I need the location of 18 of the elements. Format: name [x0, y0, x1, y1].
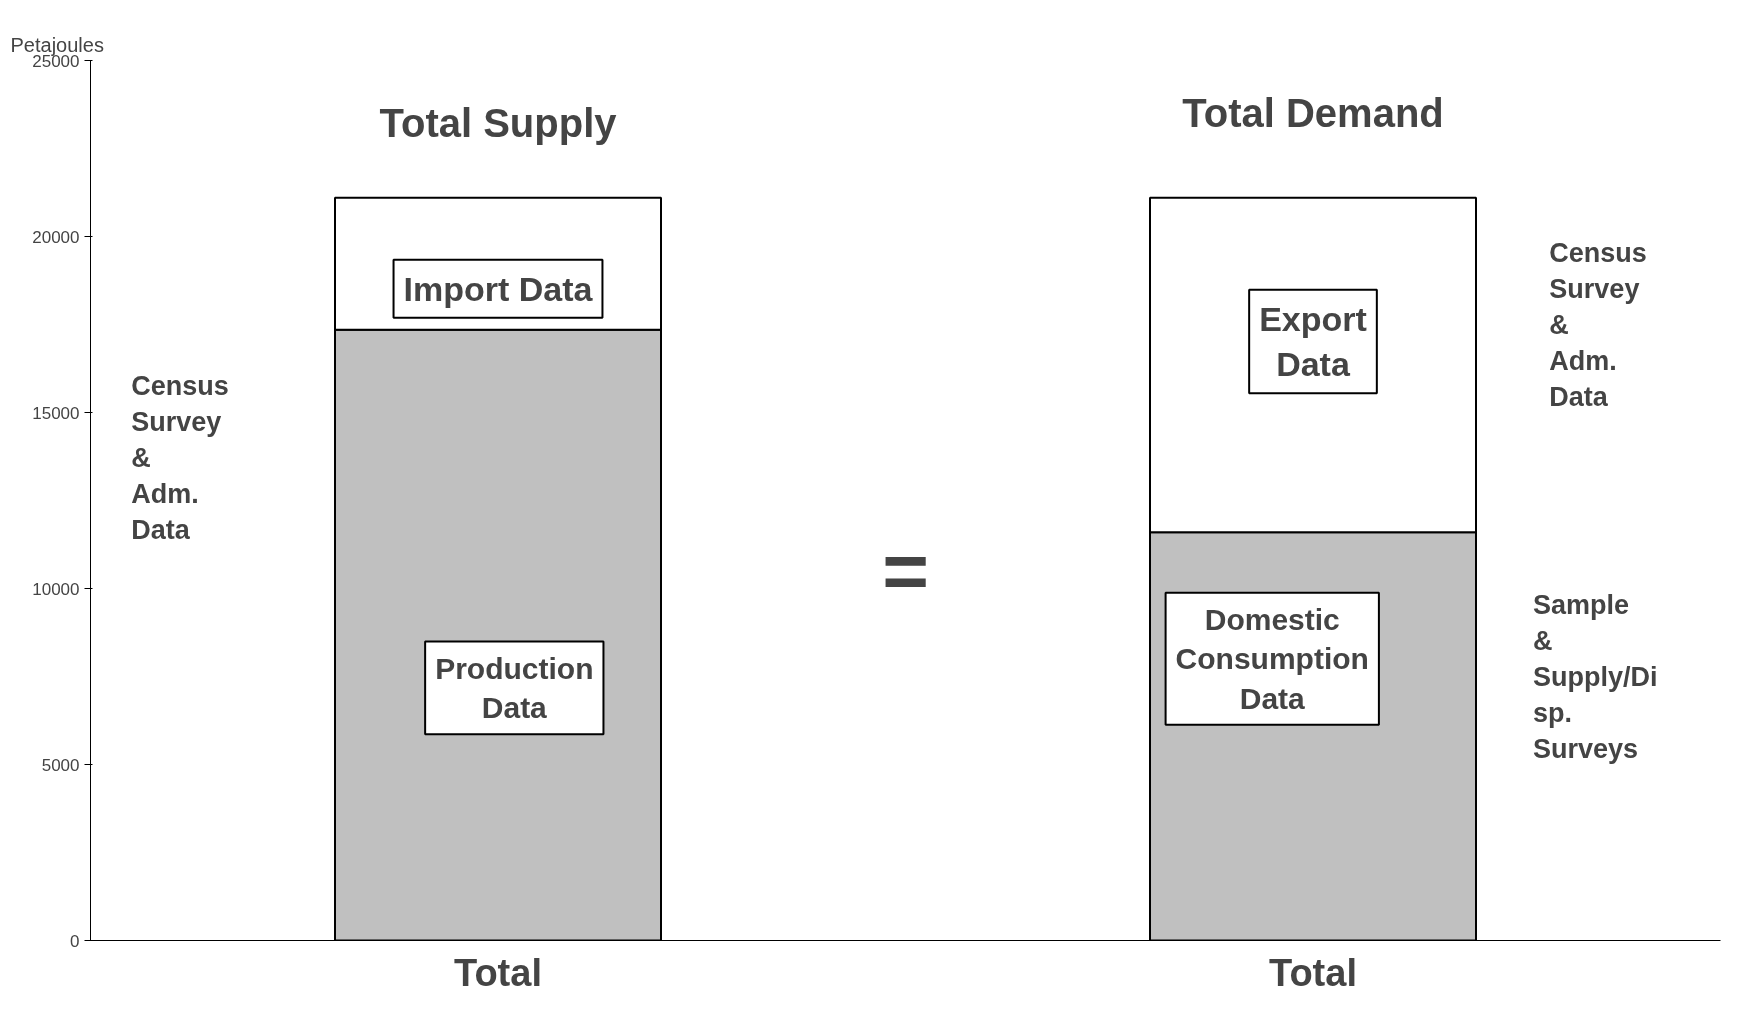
- annotation: Production Data: [435, 651, 594, 725]
- annotation: Total Demand: [1182, 90, 1444, 135]
- y-tick-label: 20000: [32, 227, 80, 247]
- annotation: Export Data: [1259, 299, 1367, 384]
- y-tick-label: 0: [70, 931, 80, 951]
- y-axis-title: Petajoules: [10, 33, 104, 56]
- annotation: Import Data: [403, 269, 594, 308]
- x-tick-label: Total: [454, 951, 542, 994]
- annotation: Census Survey & Adm. Data: [1549, 237, 1647, 412]
- annotation: Total Supply: [379, 100, 618, 145]
- annotation: Census Survey & Adm. Data: [131, 371, 229, 546]
- y-tick-label: 10000: [32, 579, 80, 599]
- x-tick-label: Total: [1269, 951, 1357, 994]
- annotation: Domestic Consumption Data: [1175, 602, 1369, 715]
- y-tick-label: 15000: [32, 403, 80, 423]
- y-tick-label: 5000: [41, 755, 80, 775]
- annotation: Sample & Supply/Di sp. Surveys: [1533, 589, 1658, 764]
- annotation: =: [882, 526, 929, 616]
